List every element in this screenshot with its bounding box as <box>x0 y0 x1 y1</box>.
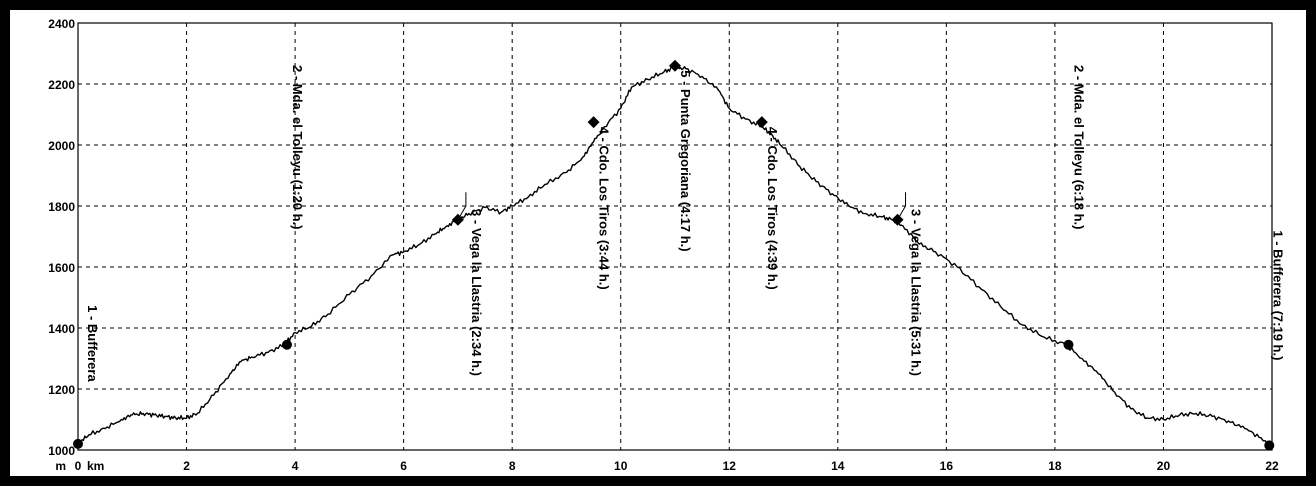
y-tick-label: 2000 <box>48 139 75 153</box>
waypoint-marker <box>755 116 768 129</box>
elevation-profile-chart: 1000 1200 1400 1600 1800 2000 2200 2400 m 0 2 4 6 8 10… <box>48 17 1285 473</box>
waypoint-label: 2 - Mda. el Tolleyu (6:18 h.) <box>1071 65 1086 229</box>
x-tick-label: 14 <box>831 459 845 473</box>
x-tick-label: 18 <box>1048 459 1062 473</box>
x-tick-label: 10 <box>614 459 628 473</box>
x-tick-label: 4 <box>292 459 299 473</box>
waypoint-marker <box>587 116 600 129</box>
y-tick-label: 1800 <box>48 200 75 214</box>
waypoint-label: 3 - Vega la Llastria (5:31 h.) <box>909 209 924 376</box>
plot-border <box>77 22 1273 451</box>
series-line <box>77 64 1273 448</box>
series-layer <box>77 64 1273 448</box>
y-tick-label: 2400 <box>48 17 75 31</box>
waypoint-label: 2 - Mda. el Tolleyu (1:20 h.) <box>290 65 305 229</box>
waypoint-label: 1 - Bufferera <box>85 305 100 382</box>
x-tick-label: 0 <box>75 459 82 473</box>
waypoint-label: 4 - Cdo. Los Tiros (4:39 h.) <box>765 127 780 290</box>
waypoint-leader-line <box>457 192 467 220</box>
y-unit-label: m <box>55 459 66 473</box>
tick-labels: 1000 1200 1400 1600 1800 2000 2200 2400 m 0 2 4 6 8 10… <box>48 17 1279 473</box>
waypoint-marker <box>1063 339 1074 350</box>
y-tick-label: 1000 <box>48 444 75 458</box>
y-tick-label: 2200 <box>48 78 75 92</box>
y-tick-label: 1400 <box>48 322 75 336</box>
x-tick-label: 12 <box>723 459 737 473</box>
waypoints-layer: 1 - Bufferera 2 - Mda. el Tolleyu (1:20 h… <box>73 59 1285 451</box>
x-tick-label: 8 <box>509 459 516 473</box>
x-tick-label: 20 <box>1157 459 1171 473</box>
waypoint-leader-line <box>897 192 907 220</box>
waypoint-label: 5 - Punta Gregoriana (4:17 h.) <box>678 70 693 251</box>
y-tick-label: 1600 <box>48 261 75 275</box>
waypoint-label: 4 - Cdo. Los Tiros (3:44 h.) <box>597 127 612 290</box>
x-unit-label: km <box>87 459 104 473</box>
waypoint-marker <box>1264 440 1275 451</box>
x-tick-label: 16 <box>940 459 954 473</box>
waypoint-marker <box>669 59 681 72</box>
axes <box>77 22 1273 451</box>
waypoint-label: 1 - Bufferera (7:19 h.) <box>1270 230 1285 360</box>
waypoint-marker <box>281 339 292 350</box>
y-tick-label: 1200 <box>48 383 75 397</box>
waypoint-label: 3 - Vega la Llastria (2:34 h.) <box>469 209 484 376</box>
waypoint-marker <box>73 438 83 449</box>
x-tick-label: 6 <box>400 459 407 473</box>
x-tick-label: 22 <box>1265 459 1279 473</box>
chart-frame: 1000 1200 1400 1600 1800 2000 2200 2400 m 0 2 4 6 8 10… <box>10 10 1306 476</box>
grid <box>78 23 1272 450</box>
x-tick-label: 2 <box>183 459 190 473</box>
